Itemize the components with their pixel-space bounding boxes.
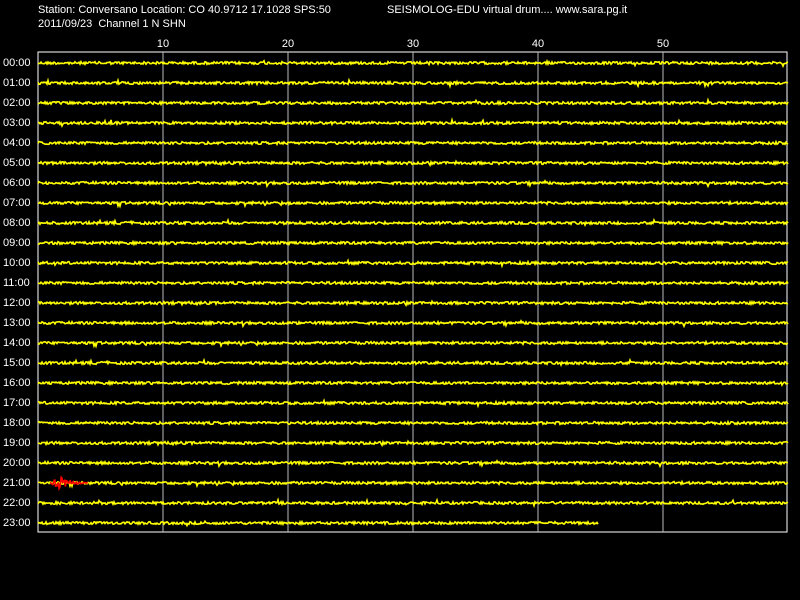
hour-label: 11:00 xyxy=(3,277,30,289)
date-channel: 2011/09/23 Channel 1 N SHN xyxy=(38,18,186,30)
trace xyxy=(37,77,789,90)
trace xyxy=(37,217,789,228)
hour-label: 16:00 xyxy=(3,377,31,389)
trace xyxy=(37,279,789,287)
hour-label: 03:00 xyxy=(3,117,31,129)
minute-label: 50 xyxy=(657,38,669,50)
hour-label: 05:00 xyxy=(3,157,31,169)
hour-label: 08:00 xyxy=(3,217,31,229)
trace xyxy=(37,519,599,528)
trace xyxy=(37,439,789,448)
hour-label: 22:00 xyxy=(3,497,31,509)
trace xyxy=(37,239,789,247)
hour-label: 13:00 xyxy=(3,317,31,329)
hour-label: 12:00 xyxy=(3,297,31,309)
hour-label: 18:00 xyxy=(3,417,31,429)
trace xyxy=(37,159,789,168)
hour-label: 20:00 xyxy=(3,457,31,469)
hour-label: 15:00 xyxy=(3,357,31,369)
hour-label: 09:00 xyxy=(3,237,31,249)
hour-label: 14:00 xyxy=(3,337,31,349)
trace xyxy=(37,199,789,209)
trace xyxy=(37,339,789,349)
hour-label: 10:00 xyxy=(3,257,31,269)
trace xyxy=(37,258,789,269)
hour-label: 02:00 xyxy=(3,97,31,109)
minute-label: 10 xyxy=(157,38,169,50)
trace xyxy=(37,419,789,427)
hour-label: 07:00 xyxy=(3,197,31,209)
trace xyxy=(37,139,789,147)
program-info: SEISMOLOG-EDU virtual drum.... www.sara.… xyxy=(387,4,627,16)
trace xyxy=(37,379,789,387)
hour-label: 17:00 xyxy=(3,397,31,409)
trace xyxy=(37,459,789,469)
trace xyxy=(37,97,789,107)
minute-label: 30 xyxy=(407,38,419,50)
trace xyxy=(38,299,789,308)
event-trace xyxy=(49,475,88,492)
hour-label: 00:00 xyxy=(3,57,31,69)
hour-label: 04:00 xyxy=(3,137,31,149)
trace xyxy=(37,319,789,329)
trace xyxy=(37,179,789,189)
trace xyxy=(37,117,789,129)
trace xyxy=(37,479,789,489)
station-info: Station: Conversano Location: CO 40.9712… xyxy=(38,4,331,16)
trace xyxy=(37,497,789,509)
hour-label: 21:00 xyxy=(3,477,31,489)
hour-label: 23:00 xyxy=(3,517,31,529)
trace xyxy=(38,398,789,409)
trace xyxy=(37,357,789,368)
minute-label: 40 xyxy=(532,38,544,50)
trace xyxy=(37,58,789,69)
hour-label: 19:00 xyxy=(3,437,31,449)
hour-label: 06:00 xyxy=(3,177,31,189)
minute-label: 20 xyxy=(282,38,294,50)
hour-label: 01:00 xyxy=(3,77,31,89)
